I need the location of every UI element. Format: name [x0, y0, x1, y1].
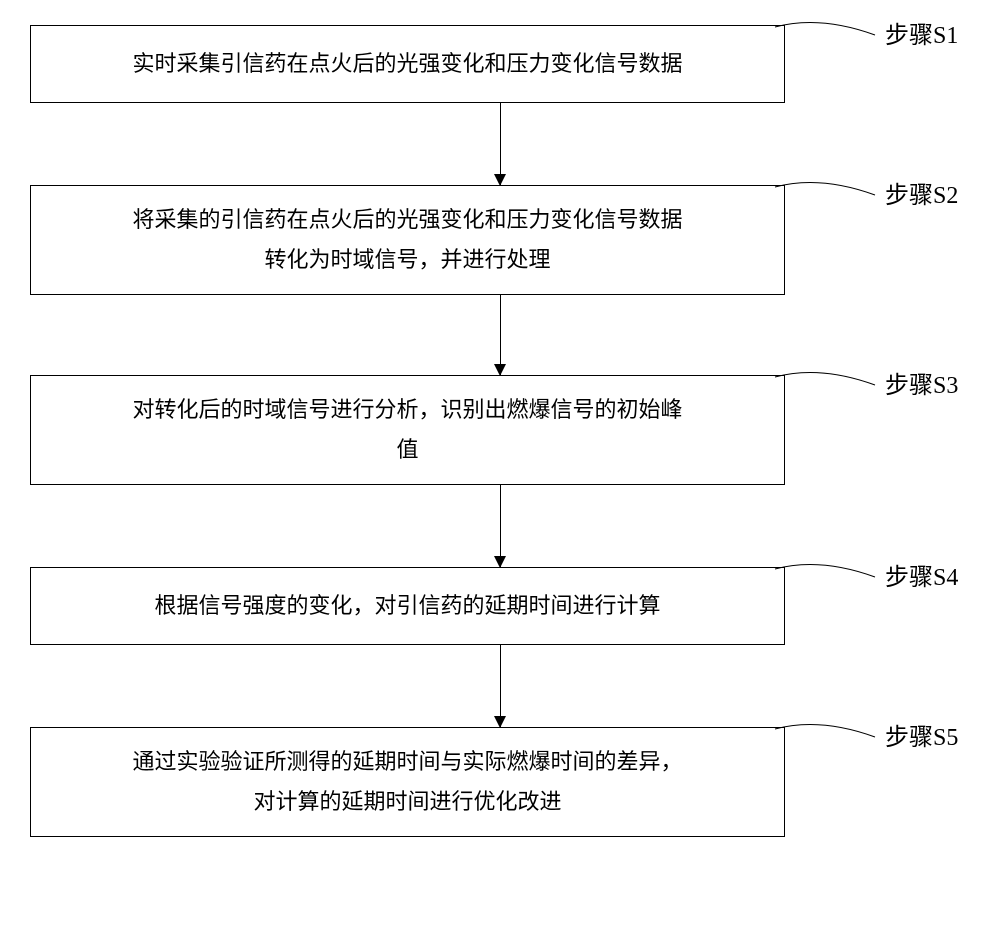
- step-s3-label: 步骤S3: [885, 365, 958, 400]
- connector-3: [123, 485, 878, 567]
- connector-2: [123, 295, 878, 375]
- step-s4-text: 根据信号强度的变化，对引信药的延期时间进行计算: [154, 586, 660, 626]
- step-s3-box: 对转化后的时域信号进行分析，识别出燃爆信号的初始峰 值: [30, 375, 785, 485]
- step-s1-container: 实时采集引信药在点火后的光强变化和压力变化信号数据 步骤S1: [30, 25, 970, 103]
- step-s5-curve: [770, 719, 880, 749]
- step-s1-box: 实时采集引信药在点火后的光强变化和压力变化信号数据: [30, 25, 785, 103]
- step-s1-label: 步骤S1: [885, 15, 958, 50]
- step-s4-box: 根据信号强度的变化，对引信药的延期时间进行计算: [30, 567, 785, 645]
- step-s2-label: 步骤S2: [885, 175, 958, 210]
- step-s4-curve: [770, 559, 880, 589]
- step-s2-curve: [770, 177, 880, 207]
- step-s1-text: 实时采集引信药在点火后的光强变化和压力变化信号数据: [132, 44, 682, 84]
- step-s4-label: 步骤S4: [885, 557, 958, 592]
- connector-4: [123, 645, 878, 727]
- connector-1: [123, 103, 878, 185]
- step-s2-text: 将采集的引信药在点火后的光强变化和压力变化信号数据 转化为时域信号，并进行处理: [132, 200, 682, 279]
- step-s2-box: 将采集的引信药在点火后的光强变化和压力变化信号数据 转化为时域信号，并进行处理: [30, 185, 785, 295]
- step-s2-container: 将采集的引信药在点火后的光强变化和压力变化信号数据 转化为时域信号，并进行处理 …: [30, 185, 970, 295]
- step-s3-text: 对转化后的时域信号进行分析，识别出燃爆信号的初始峰 值: [132, 390, 682, 469]
- step-s5-label: 步骤S5: [885, 717, 958, 752]
- step-s3-container: 对转化后的时域信号进行分析，识别出燃爆信号的初始峰 值 步骤S3: [30, 375, 970, 485]
- flowchart-container: 实时采集引信药在点火后的光强变化和压力变化信号数据 步骤S1 将采集的引信药在点…: [30, 25, 970, 837]
- step-s1-curve: [770, 17, 880, 47]
- step-s4-container: 根据信号强度的变化，对引信药的延期时间进行计算 步骤S4: [30, 567, 970, 645]
- step-s5-container: 通过实验验证所测得的延期时间与实际燃爆时间的差异， 对计算的延期时间进行优化改进…: [30, 727, 970, 837]
- step-s3-curve: [770, 367, 880, 397]
- step-s5-text: 通过实验验证所测得的延期时间与实际燃爆时间的差异， 对计算的延期时间进行优化改进: [132, 742, 682, 821]
- step-s5-box: 通过实验验证所测得的延期时间与实际燃爆时间的差异， 对计算的延期时间进行优化改进: [30, 727, 785, 837]
